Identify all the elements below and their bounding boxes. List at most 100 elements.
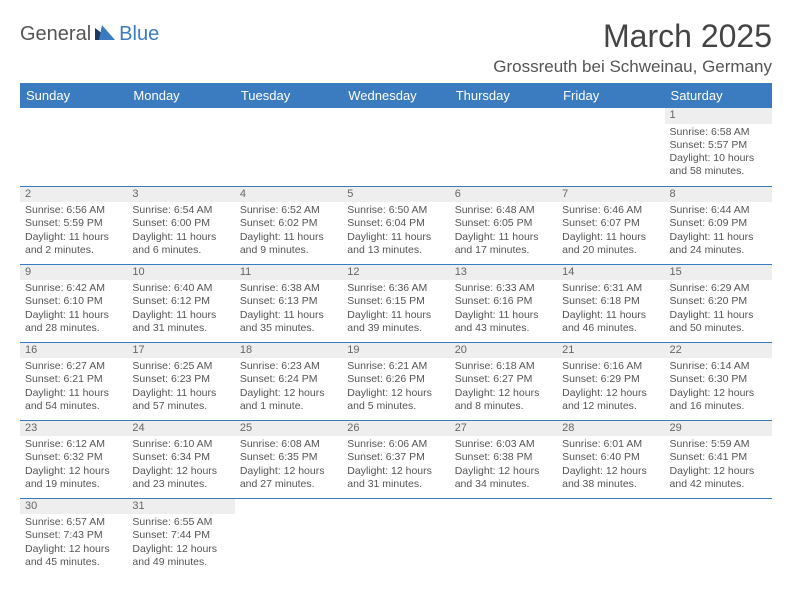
calendar-day-cell: 4Sunrise: 6:52 AMSunset: 6:02 PMDaylight… (235, 186, 342, 264)
day-number: 8 (665, 187, 772, 203)
sunrise-text: Sunrise: 6:21 AM (347, 360, 444, 373)
calendar-day-cell: 20Sunrise: 6:18 AMSunset: 6:27 PMDayligh… (450, 342, 557, 420)
calendar-day-cell: 14Sunrise: 6:31 AMSunset: 6:18 PMDayligh… (557, 264, 664, 342)
sunrise-text: Sunrise: 6:27 AM (25, 360, 122, 373)
day-content: Sunrise: 6:10 AMSunset: 6:34 PMDaylight:… (127, 436, 234, 495)
daylight-text: Daylight: 11 hours and 50 minutes. (670, 309, 767, 335)
day-content: Sunrise: 6:56 AMSunset: 5:59 PMDaylight:… (20, 202, 127, 261)
sunset-text: Sunset: 6:15 PM (347, 295, 444, 308)
calendar-day-cell: 19Sunrise: 6:21 AMSunset: 6:26 PMDayligh… (342, 342, 449, 420)
daylight-text: Daylight: 11 hours and 17 minutes. (455, 231, 552, 257)
day-number: 24 (127, 421, 234, 437)
day-number: 25 (235, 421, 342, 437)
calendar-day-cell: 22Sunrise: 6:14 AMSunset: 6:30 PMDayligh… (665, 342, 772, 420)
sunset-text: Sunset: 6:41 PM (670, 451, 767, 464)
sunset-text: Sunset: 6:13 PM (240, 295, 337, 308)
sunrise-text: Sunrise: 6:01 AM (562, 438, 659, 451)
sunrise-text: Sunrise: 6:52 AM (240, 204, 337, 217)
sunset-text: Sunset: 6:37 PM (347, 451, 444, 464)
sunrise-text: Sunrise: 6:54 AM (132, 204, 229, 217)
sunrise-text: Sunrise: 6:36 AM (347, 282, 444, 295)
calendar-day-cell: 13Sunrise: 6:33 AMSunset: 6:16 PMDayligh… (450, 264, 557, 342)
header: General Blue March 2025 Grossreuth bei S… (20, 18, 772, 77)
calendar-day-cell (665, 498, 772, 576)
weekday-header: Sunday (20, 83, 127, 108)
daylight-text: Daylight: 11 hours and 54 minutes. (25, 387, 122, 413)
day-content: Sunrise: 6:40 AMSunset: 6:12 PMDaylight:… (127, 280, 234, 339)
calendar-day-cell: 17Sunrise: 6:25 AMSunset: 6:23 PMDayligh… (127, 342, 234, 420)
daylight-text: Daylight: 12 hours and 8 minutes. (455, 387, 552, 413)
calendar-day-cell: 24Sunrise: 6:10 AMSunset: 6:34 PMDayligh… (127, 420, 234, 498)
sunrise-text: Sunrise: 6:06 AM (347, 438, 444, 451)
calendar-week-row: 30Sunrise: 6:57 AMSunset: 7:43 PMDayligh… (20, 498, 772, 576)
day-content: Sunrise: 6:58 AMSunset: 5:57 PMDaylight:… (665, 124, 772, 183)
day-number: 18 (235, 343, 342, 359)
sunrise-text: Sunrise: 6:50 AM (347, 204, 444, 217)
sunrise-text: Sunrise: 6:58 AM (670, 126, 767, 139)
calendar-day-cell: 12Sunrise: 6:36 AMSunset: 6:15 PMDayligh… (342, 264, 449, 342)
sunset-text: Sunset: 6:02 PM (240, 217, 337, 230)
day-number: 12 (342, 265, 449, 281)
daylight-text: Daylight: 12 hours and 5 minutes. (347, 387, 444, 413)
sunrise-text: Sunrise: 6:03 AM (455, 438, 552, 451)
sunset-text: Sunset: 6:00 PM (132, 217, 229, 230)
calendar-day-cell: 5Sunrise: 6:50 AMSunset: 6:04 PMDaylight… (342, 186, 449, 264)
day-number: 17 (127, 343, 234, 359)
calendar-day-cell (342, 498, 449, 576)
sunset-text: Sunset: 6:04 PM (347, 217, 444, 230)
calendar-day-cell (557, 498, 664, 576)
logo: General Blue (20, 18, 159, 47)
day-number: 9 (20, 265, 127, 281)
daylight-text: Daylight: 12 hours and 45 minutes. (25, 543, 122, 569)
daylight-text: Daylight: 11 hours and 6 minutes. (132, 231, 229, 257)
day-content: Sunrise: 6:06 AMSunset: 6:37 PMDaylight:… (342, 436, 449, 495)
day-number: 29 (665, 421, 772, 437)
day-content: Sunrise: 6:14 AMSunset: 6:30 PMDaylight:… (665, 358, 772, 417)
daylight-text: Daylight: 12 hours and 38 minutes. (562, 465, 659, 491)
sunrise-text: Sunrise: 6:14 AM (670, 360, 767, 373)
logo-text-blue: Blue (119, 23, 159, 46)
sunrise-text: Sunrise: 6:56 AM (25, 204, 122, 217)
weekday-header-row: SundayMondayTuesdayWednesdayThursdayFrid… (20, 83, 772, 108)
sunset-text: Sunset: 5:59 PM (25, 217, 122, 230)
calendar-day-cell: 21Sunrise: 6:16 AMSunset: 6:29 PMDayligh… (557, 342, 664, 420)
sunrise-text: Sunrise: 6:46 AM (562, 204, 659, 217)
sunset-text: Sunset: 6:26 PM (347, 373, 444, 386)
calendar-day-cell: 28Sunrise: 6:01 AMSunset: 6:40 PMDayligh… (557, 420, 664, 498)
day-number: 22 (665, 343, 772, 359)
weekday-header: Saturday (665, 83, 772, 108)
sunset-text: Sunset: 6:24 PM (240, 373, 337, 386)
day-content: Sunrise: 6:50 AMSunset: 6:04 PMDaylight:… (342, 202, 449, 261)
day-number: 21 (557, 343, 664, 359)
daylight-text: Daylight: 12 hours and 1 minute. (240, 387, 337, 413)
title-block: March 2025 Grossreuth bei Schweinau, Ger… (493, 18, 772, 77)
daylight-text: Daylight: 12 hours and 16 minutes. (670, 387, 767, 413)
day-number: 1 (665, 108, 772, 124)
weekday-header: Tuesday (235, 83, 342, 108)
calendar-day-cell: 11Sunrise: 6:38 AMSunset: 6:13 PMDayligh… (235, 264, 342, 342)
calendar-day-cell: 1Sunrise: 6:58 AMSunset: 5:57 PMDaylight… (665, 108, 772, 186)
day-content: Sunrise: 6:46 AMSunset: 6:07 PMDaylight:… (557, 202, 664, 261)
calendar-week-row: 1Sunrise: 6:58 AMSunset: 5:57 PMDaylight… (20, 108, 772, 186)
day-content: Sunrise: 6:44 AMSunset: 6:09 PMDaylight:… (665, 202, 772, 261)
day-content: Sunrise: 6:33 AMSunset: 6:16 PMDaylight:… (450, 280, 557, 339)
day-content: Sunrise: 6:21 AMSunset: 6:26 PMDaylight:… (342, 358, 449, 417)
day-content: Sunrise: 6:08 AMSunset: 6:35 PMDaylight:… (235, 436, 342, 495)
day-number: 20 (450, 343, 557, 359)
daylight-text: Daylight: 12 hours and 23 minutes. (132, 465, 229, 491)
daylight-text: Daylight: 11 hours and 2 minutes. (25, 231, 122, 257)
day-number: 10 (127, 265, 234, 281)
daylight-text: Daylight: 12 hours and 49 minutes. (132, 543, 229, 569)
sunset-text: Sunset: 6:21 PM (25, 373, 122, 386)
sunrise-text: Sunrise: 6:18 AM (455, 360, 552, 373)
calendar-day-cell: 7Sunrise: 6:46 AMSunset: 6:07 PMDaylight… (557, 186, 664, 264)
calendar-day-cell (235, 108, 342, 186)
calendar-day-cell: 26Sunrise: 6:06 AMSunset: 6:37 PMDayligh… (342, 420, 449, 498)
sunset-text: Sunset: 6:05 PM (455, 217, 552, 230)
sunrise-text: Sunrise: 6:55 AM (132, 516, 229, 529)
calendar-day-cell: 2Sunrise: 6:56 AMSunset: 5:59 PMDaylight… (20, 186, 127, 264)
day-content: Sunrise: 6:27 AMSunset: 6:21 PMDaylight:… (20, 358, 127, 417)
daylight-text: Daylight: 11 hours and 9 minutes. (240, 231, 337, 257)
day-number: 28 (557, 421, 664, 437)
daylight-text: Daylight: 11 hours and 13 minutes. (347, 231, 444, 257)
